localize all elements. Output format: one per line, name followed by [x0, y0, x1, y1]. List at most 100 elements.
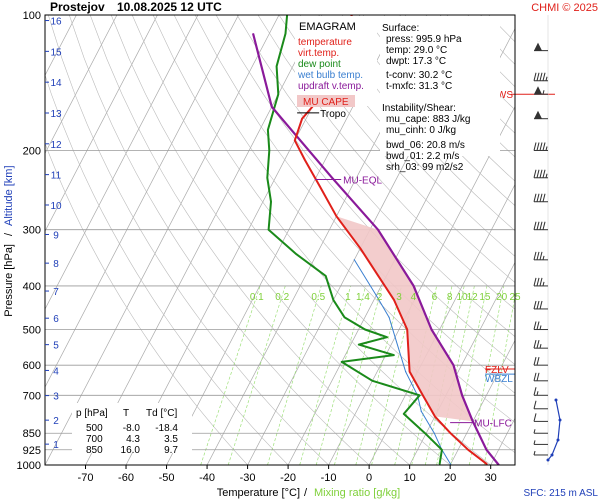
dry-adiabat [194, 15, 515, 394]
dewpoint-point [371, 380, 373, 382]
dry-adiabat [278, 15, 515, 283]
wind-barb [534, 110, 548, 120]
table-cell: 16.0 [121, 445, 141, 456]
hodograph-point [558, 418, 562, 422]
dewpoint-point [325, 275, 327, 277]
wind-barb [533, 340, 548, 349]
updraft-point [331, 177, 333, 179]
temp-tick-label: 30 [485, 472, 497, 484]
wind-barb-flag [533, 387, 537, 396]
temp-tick-label: 10 [404, 472, 416, 484]
cape-area [336, 216, 473, 422]
wind-barb-pennant [534, 42, 542, 51]
mixing-ratio-label: 20 [496, 292, 508, 303]
table-header-t: T [123, 408, 129, 419]
temperature-point [301, 118, 303, 120]
pressure-tick-label: 600 [23, 360, 41, 372]
temp-tick-label: -10 [321, 472, 337, 484]
datetime: 10.08.2025 12 UTC [117, 0, 222, 14]
wind-barb-flag [539, 277, 543, 287]
updraft-point [485, 449, 488, 451]
wind-barb-flag [533, 400, 537, 409]
table-cell: 9.7 [164, 445, 178, 456]
wind-barb [533, 413, 548, 422]
isotherm [368, 183, 515, 465]
pressure-tick-label: 200 [23, 146, 41, 158]
dewpoint-point [344, 316, 346, 318]
mixing-ratio-line [371, 285, 417, 465]
surface-tconv: t-conv: 30.2 °C [386, 70, 452, 81]
legend: EMAGRAM temperature virt.temp. dew point… [295, 16, 377, 108]
wind-barb-flag [533, 413, 537, 422]
dry-adiabat [299, 15, 515, 257]
altitude-tick-label: 15 [50, 47, 62, 58]
wind-barb-half [533, 440, 536, 445]
updraft-point [452, 364, 455, 366]
bwd-01-value: bwd_01: 2.2 m/s [386, 151, 459, 162]
wind-barb-flag [542, 193, 546, 202]
cape-fill [336, 216, 473, 422]
wetbulb-point [388, 316, 390, 318]
hodograph-point [554, 398, 558, 402]
table-cell: 500 [86, 423, 103, 434]
mixing-ratio-line [227, 285, 286, 465]
temperature-point [393, 299, 395, 301]
altitude-tick-label: 1 [53, 440, 59, 451]
wetbulb-point [394, 336, 396, 338]
wind-barb-flag [533, 340, 537, 349]
dewpoint-point [441, 449, 443, 451]
mixing-ratio-label: 25 [509, 292, 521, 303]
wind-barb-flag [539, 142, 543, 151]
altitude-tick-label: 11 [51, 171, 62, 182]
temp-tick-label: -50 [159, 472, 175, 484]
altitude-tick-label: 12 [50, 140, 62, 151]
updraft-point [271, 106, 273, 108]
mu-eql-label: MU-EQL [343, 175, 382, 186]
altitude-tick-label: 3 [53, 392, 59, 403]
legend-temperature: temperature [298, 37, 352, 48]
dewpoint-point [284, 33, 287, 35]
pressure-tick-label: 100 [23, 10, 41, 22]
wind-barb-flag [533, 251, 537, 260]
plot-border [44, 14, 516, 466]
wind-barb-flag [536, 372, 540, 381]
temp-tick-label: -30 [240, 472, 256, 484]
y-axis-label-pressure: Pressure [hPa] [3, 244, 15, 317]
updraft-point [252, 33, 254, 35]
wind-barb-flag [533, 300, 537, 310]
credit: CHMI © 2025 [531, 2, 598, 14]
isotherm [449, 339, 515, 465]
dewpoint-point [424, 432, 426, 434]
surface-title: Surface: [382, 23, 419, 34]
temp-tick-label: 0 [366, 472, 372, 484]
wind-barb-half [545, 173, 548, 178]
hodograph-curve [547, 399, 561, 461]
wind-barbs [533, 15, 562, 465]
wind-barb-flag [536, 193, 540, 202]
mixing-ratio-label: 0.2 [275, 292, 289, 303]
mixing-ratio-label: 0.1 [250, 292, 264, 303]
srh-03-value: srh_03: 99 m2/s2 [386, 162, 464, 173]
wind-barb [533, 193, 548, 203]
updraft-point [377, 229, 379, 231]
wind-barb-half [542, 281, 545, 287]
wind-barb [533, 277, 548, 287]
temperature-point [377, 275, 379, 277]
wetbulb-point [420, 410, 422, 412]
isotherm [531, 15, 600, 465]
temperature-point [467, 449, 469, 451]
mu-cinh-value: mu_cinh: 0 J/kg [386, 125, 456, 136]
wind-barb-flag [536, 251, 540, 260]
isotherm [45, 15, 280, 465]
legend-dew-point: dew point [298, 59, 341, 70]
mu-cape-value: mu_cape: 883 J/kg [386, 114, 471, 125]
temperature-point [294, 139, 296, 141]
dewpoint-point [267, 129, 269, 131]
temperature-point [434, 415, 436, 417]
wind-barb-flag [542, 169, 546, 178]
wind-barb [533, 321, 548, 331]
mixing-ratio-label: 12 [467, 292, 479, 303]
dewpoint-point [393, 354, 395, 356]
wetbulb-point [433, 432, 435, 434]
wetbulb-point [375, 294, 377, 297]
